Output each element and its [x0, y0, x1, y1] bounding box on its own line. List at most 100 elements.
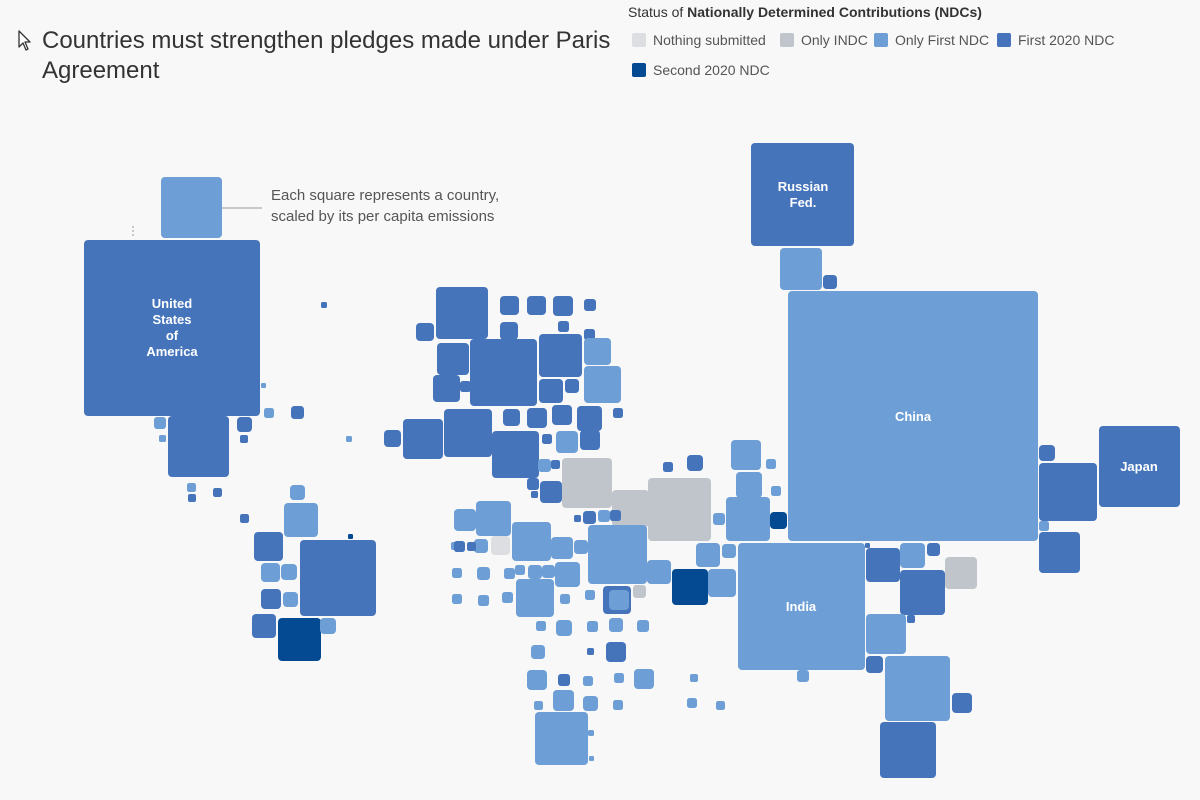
- country-square[interactable]: [264, 408, 274, 418]
- country-square[interactable]: [213, 488, 222, 497]
- country-square[interactable]: [467, 542, 476, 551]
- country-square[interactable]: [606, 642, 626, 662]
- country-square[interactable]: [587, 621, 598, 632]
- country-square[interactable]: [536, 621, 546, 631]
- country-square[interactable]: [900, 543, 925, 568]
- country-square[interactable]: [927, 543, 940, 556]
- country-square[interactable]: [687, 455, 703, 471]
- country-square[interactable]: [261, 563, 280, 582]
- country-square[interactable]: [290, 485, 305, 500]
- country-square[interactable]: [320, 618, 336, 634]
- country-square[interactable]: [583, 696, 598, 711]
- country-square[interactable]: [531, 491, 538, 498]
- legend-item-only-first-ndc[interactable]: Only First NDC: [874, 30, 989, 50]
- country-square[interactable]: [542, 565, 555, 578]
- country-square[interactable]: [542, 434, 552, 444]
- country-square[interactable]: [284, 503, 318, 537]
- legend-item-first-2020-ndc[interactable]: First 2020 NDC: [997, 30, 1114, 50]
- country-square[interactable]: [907, 615, 915, 623]
- country-square[interactable]: [797, 670, 809, 682]
- country-square[interactable]: [159, 435, 166, 442]
- country-square[interactable]: [780, 248, 822, 290]
- country-square[interactable]: [880, 722, 936, 778]
- country-square[interactable]: [553, 296, 573, 316]
- country-square[interactable]: [551, 460, 560, 469]
- country-square[interactable]: [716, 701, 725, 710]
- country-square[interactable]: [637, 620, 649, 632]
- country-square[interactable]: [945, 557, 977, 589]
- country-square[interactable]: [278, 618, 321, 661]
- country-square[interactable]: [770, 512, 787, 529]
- country-square[interactable]: [731, 440, 761, 470]
- country-square[interactable]: [477, 567, 490, 580]
- country-square[interactable]: [823, 275, 837, 289]
- country-square[interactable]: [609, 590, 629, 610]
- country-square[interactable]: [687, 698, 697, 708]
- country-square[interactable]: [574, 515, 581, 522]
- country-square[interactable]: [1039, 463, 1097, 521]
- country-square[interactable]: [771, 486, 781, 496]
- country-square[interactable]: [556, 620, 572, 636]
- country-square[interactable]: [261, 383, 266, 388]
- legend-item-only-indc[interactable]: Only INDC: [780, 30, 868, 50]
- country-square[interactable]: [613, 408, 623, 418]
- country-square[interactable]: [647, 560, 671, 584]
- country-square[interactable]: [583, 676, 593, 686]
- country-square[interactable]: [291, 406, 304, 419]
- country-square[interactable]: [187, 483, 196, 492]
- country-square[interactable]: [502, 592, 513, 603]
- country-square[interactable]: [240, 435, 248, 443]
- country-square[interactable]: [598, 510, 610, 522]
- legend-item-second-2020-ndc[interactable]: Second 2020 NDC: [632, 60, 770, 80]
- country-square[interactable]: [261, 589, 281, 609]
- country-square[interactable]: [252, 614, 276, 638]
- country-square[interactable]: [726, 497, 770, 541]
- country-square[interactable]: [500, 296, 519, 315]
- country-square[interactable]: [713, 513, 725, 525]
- country-square[interactable]: [555, 562, 580, 587]
- country-square[interactable]: [516, 579, 554, 617]
- country-square[interactable]: [866, 614, 906, 654]
- country-square[interactable]: [588, 730, 594, 736]
- country-square[interactable]: [454, 541, 465, 552]
- country-square[interactable]: [580, 430, 600, 450]
- country-square[interactable]: [237, 417, 252, 432]
- country-square[interactable]: [188, 494, 196, 502]
- country-square[interactable]: [254, 532, 283, 561]
- country-square[interactable]: [535, 712, 588, 765]
- country-square[interactable]: [512, 522, 551, 561]
- country-square[interactable]: [531, 645, 545, 659]
- country-square[interactable]: [460, 381, 471, 392]
- country-square[interactable]: [538, 459, 551, 472]
- country-square[interactable]: [613, 700, 623, 710]
- country-square[interactable]: [900, 570, 945, 615]
- country-square[interactable]: [663, 462, 673, 472]
- country-square[interactable]: [527, 670, 547, 690]
- country-square[interactable]: [722, 544, 736, 558]
- country-square[interactable]: [614, 673, 624, 683]
- country-square[interactable]: [452, 594, 462, 604]
- country-square[interactable]: [470, 339, 537, 406]
- country-square-india[interactable]: [738, 543, 865, 670]
- country-square[interactable]: [574, 540, 588, 554]
- country-square[interactable]: [321, 302, 327, 308]
- country-square[interactable]: [348, 534, 353, 539]
- country-square[interactable]: [866, 656, 883, 673]
- country-square[interactable]: [416, 323, 434, 341]
- country-square[interactable]: [454, 509, 476, 531]
- country-square[interactable]: [1039, 445, 1055, 461]
- country-square[interactable]: [584, 299, 596, 311]
- country-square[interactable]: [565, 379, 579, 393]
- country-square[interactable]: [952, 693, 972, 713]
- country-square[interactable]: [433, 375, 460, 402]
- country-square[interactable]: [240, 514, 249, 523]
- country-square[interactable]: [492, 431, 539, 478]
- country-square[interactable]: [444, 409, 492, 457]
- country-square[interactable]: [476, 501, 511, 536]
- country-square[interactable]: [583, 511, 596, 524]
- country-square[interactable]: [527, 296, 546, 315]
- country-square[interactable]: [491, 536, 510, 555]
- country-square[interactable]: [562, 458, 612, 508]
- country-square[interactable]: [556, 431, 578, 453]
- country-square[interactable]: [696, 543, 720, 567]
